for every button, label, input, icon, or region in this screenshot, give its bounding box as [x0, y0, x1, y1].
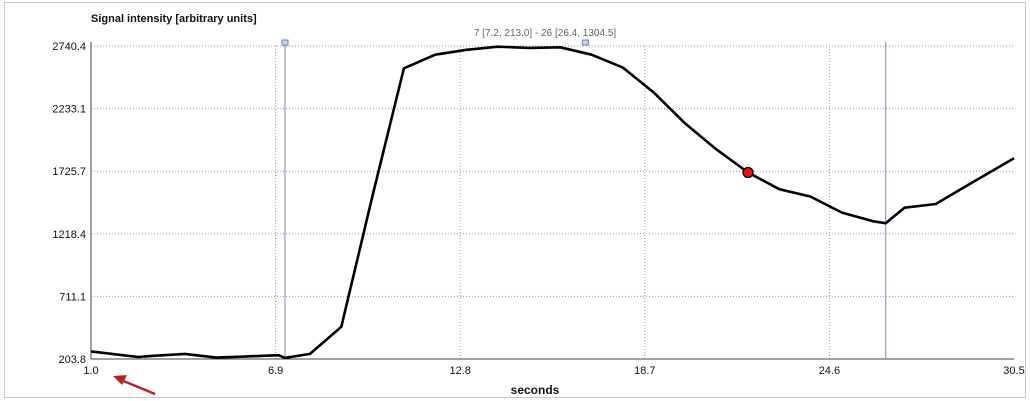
- x-tick-label: 24.6: [819, 365, 840, 377]
- y-axis-label: Signal intensity [arbitrary units]: [91, 13, 257, 25]
- range-markers[interactable]: [281, 39, 887, 359]
- x-tick-label: 18.7: [634, 365, 655, 377]
- arrow-annotation: [113, 375, 156, 396]
- grid: [91, 45, 1014, 359]
- x-tick-label: 1.0: [83, 365, 98, 377]
- y-ticks: 203.8 711.1 1218.4 1725.7 2233.1 2740.4: [52, 41, 86, 366]
- x-tick-label: 12.8: [449, 365, 470, 377]
- x-ticks: 1.0 6.9 12.8 18.7 24.6 30.5: [83, 365, 1024, 377]
- y-tick-label: 1218.4: [52, 229, 86, 241]
- y-tick-label: 2740.4: [52, 41, 86, 53]
- range-label: 7 [7.2, 213.0] - 26 [26.4, 1304.5]: [474, 28, 617, 39]
- axes: [90, 42, 1014, 360]
- chart-panel: Signal intensity [arbitrary units] 7 [7.…: [4, 2, 1026, 398]
- y-tick-label: 711.1: [59, 291, 86, 303]
- range-center-handle[interactable]: [581, 39, 589, 46]
- series: [90, 45, 1015, 360]
- cursor-point[interactable]: [742, 166, 754, 179]
- x-tick-label: 30.5: [1003, 365, 1024, 377]
- y-tick-label: 1725.7: [52, 166, 86, 178]
- y-tick-label: 203.8: [58, 354, 86, 366]
- signal-line: [90, 45, 1015, 360]
- range-start-handle[interactable]: [281, 39, 289, 46]
- x-axis-label: seconds: [511, 383, 560, 397]
- x-tick-label: 6.9: [268, 365, 283, 377]
- signal-intensity-chart: Signal intensity [arbitrary units] 7 [7.…: [52, 13, 1024, 397]
- y-tick-label: 2233.1: [52, 104, 86, 116]
